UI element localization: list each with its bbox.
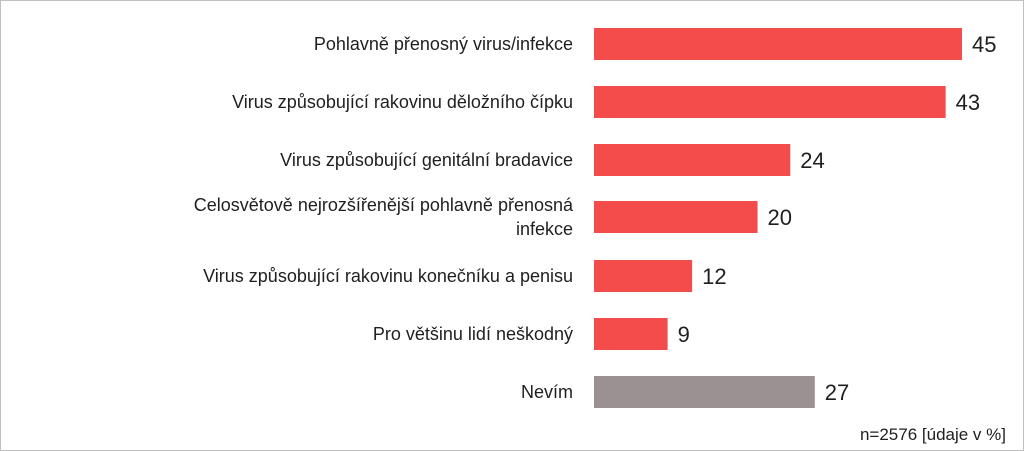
category-label-line: Celosvětově nejrozšířenější pohlavně pře… <box>194 195 574 215</box>
value-label-2: 43 <box>956 90 980 115</box>
bar-7 <box>594 376 815 408</box>
category-label-4: Celosvětově nejrozšířenější pohlavně pře… <box>194 195 574 239</box>
bar-1 <box>594 28 962 60</box>
category-label-line: Virus způsobující rakovinu děložního číp… <box>232 92 573 112</box>
category-label-1: Pohlavně přenosný virus/infekce <box>314 34 573 54</box>
bar-2 <box>594 86 946 118</box>
value-label-4: 20 <box>768 205 792 230</box>
value-label-6: 9 <box>678 322 690 347</box>
category-label-6: Pro většinu lidí neškodný <box>373 324 573 344</box>
value-label-1: 45 <box>972 32 996 57</box>
category-label-line: Virus způsobující genitální bradavice <box>280 150 573 170</box>
bar-6 <box>594 318 668 350</box>
value-label-3: 24 <box>800 148 824 173</box>
value-label-7: 27 <box>825 380 849 405</box>
category-label-line: Pro většinu lidí neškodný <box>373 324 573 344</box>
bar-4 <box>594 201 758 233</box>
category-label-line: infekce <box>516 219 573 239</box>
category-label-line: Virus způsobující rakovinu konečníku a p… <box>203 266 573 286</box>
category-label-3: Virus způsobující genitální bradavice <box>280 150 573 170</box>
category-label-2: Virus způsobující rakovinu děložního číp… <box>232 92 573 112</box>
category-label-line: Pohlavně přenosný virus/infekce <box>314 34 573 54</box>
category-label-7: Nevím <box>521 382 573 402</box>
value-label-5: 12 <box>702 264 726 289</box>
category-label-5: Virus způsobující rakovinu konečníku a p… <box>203 266 573 286</box>
category-label-line: Nevím <box>521 382 573 402</box>
bar-3 <box>594 144 791 176</box>
sample-size-note: n=2576 [údaje v %] <box>859 425 1006 444</box>
bar-5 <box>594 260 693 292</box>
